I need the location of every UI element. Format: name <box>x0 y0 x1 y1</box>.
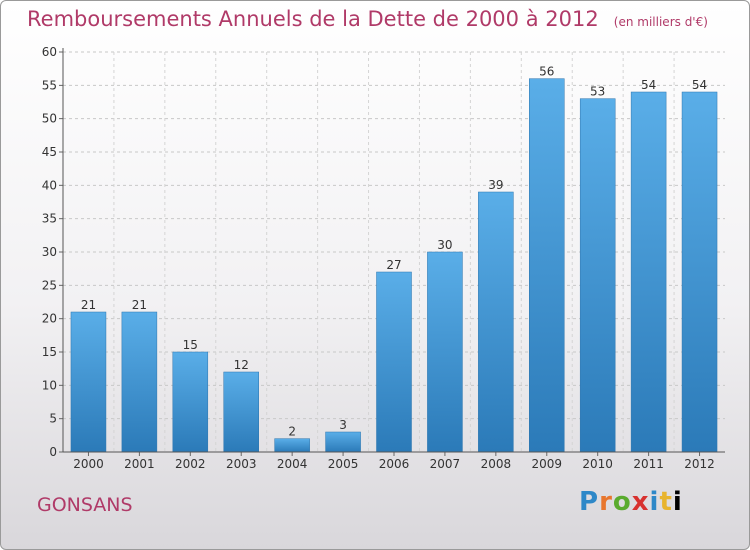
y-tick-label: 20 <box>42 312 57 326</box>
bar-2011 <box>630 91 667 453</box>
bar-value-label: 54 <box>692 78 707 92</box>
logo-letter: i <box>649 487 660 517</box>
logo-letter: P <box>579 487 600 517</box>
x-tick-label: 2007 <box>430 457 461 471</box>
bar-value-label: 39 <box>488 178 503 192</box>
bar-value-label: 12 <box>234 358 249 372</box>
x-tick-label: 2006 <box>379 457 410 471</box>
bars: 21 21 15 12 2 3 27 30 39 56 53 54 54 <box>70 65 718 453</box>
bar-value-label: 15 <box>183 338 198 352</box>
logo-letter: i <box>672 487 683 517</box>
logo-letter: o <box>612 487 632 517</box>
y-tick-label: 45 <box>42 145 57 159</box>
bar-value-label: 3 <box>339 418 347 432</box>
bar-2012 <box>681 91 718 453</box>
bar-2003 <box>223 371 259 453</box>
y-tick-label: 30 <box>42 245 57 259</box>
bar-value-label: 30 <box>437 238 452 252</box>
logo-letter: r <box>599 487 613 517</box>
y-tick-label: 55 <box>42 78 57 92</box>
bar-2000 <box>70 311 107 453</box>
chart-title: Remboursements Annuels de la Dette de 20… <box>27 7 599 31</box>
bar-value-label: 56 <box>539 65 554 79</box>
bar-2008 <box>478 191 514 453</box>
bar-value-label: 21 <box>132 298 147 312</box>
x-tick-label: 2001 <box>124 457 155 471</box>
bar-2002 <box>172 351 209 453</box>
chart-title-row: Remboursements Annuels de la Dette de 20… <box>27 7 708 31</box>
bar-2009 <box>529 78 565 453</box>
y-tick-label: 0 <box>49 445 57 459</box>
x-tick-label: 2008 <box>481 457 512 471</box>
logo-letter: t <box>659 487 673 517</box>
x-tick-label: 2011 <box>633 457 664 471</box>
y-tick-label: 25 <box>42 278 57 292</box>
y-tick-label: 10 <box>42 378 57 392</box>
proxiti-logo: Proxiti <box>579 487 683 517</box>
bar-value-label: 21 <box>81 298 96 312</box>
x-tick-label: 2010 <box>582 457 613 471</box>
logo-letter: x <box>631 487 650 517</box>
x-tick-label: 2009 <box>531 457 562 471</box>
y-tick-label: 50 <box>42 112 57 126</box>
bar-2007 <box>427 251 463 453</box>
bar-value-label: 2 <box>288 425 296 439</box>
y-tick-label: 15 <box>42 345 57 359</box>
x-tick-label: 2012 <box>684 457 715 471</box>
axes: 0 5 10 15 20 25 30 35 40 45 50 55 60 2000 2001 2002 2003… <box>42 45 725 471</box>
bar-2001 <box>121 311 158 453</box>
commune-name: GONSANS <box>37 494 133 516</box>
bar-2010 <box>579 98 616 453</box>
y-tick-label: 35 <box>42 212 57 226</box>
bar-2006 <box>376 271 412 453</box>
x-tick-label: 2003 <box>226 457 257 471</box>
x-tick-label: 2002 <box>175 457 206 471</box>
chart-unit: (en milliers d'€) <box>613 15 708 29</box>
y-tick-label: 5 <box>49 412 57 426</box>
bar-value-label: 53 <box>590 85 605 99</box>
bar-2005 <box>325 431 361 453</box>
x-tick-label: 2004 <box>277 457 308 471</box>
bar-2004 <box>274 438 310 453</box>
x-tick-label: 2000 <box>73 457 104 471</box>
bar-value-label: 54 <box>641 78 656 92</box>
bar-value-label: 27 <box>386 258 401 272</box>
y-tick-label: 40 <box>42 178 57 192</box>
x-tick-label: 2005 <box>328 457 359 471</box>
y-tick-label: 60 <box>42 45 57 59</box>
